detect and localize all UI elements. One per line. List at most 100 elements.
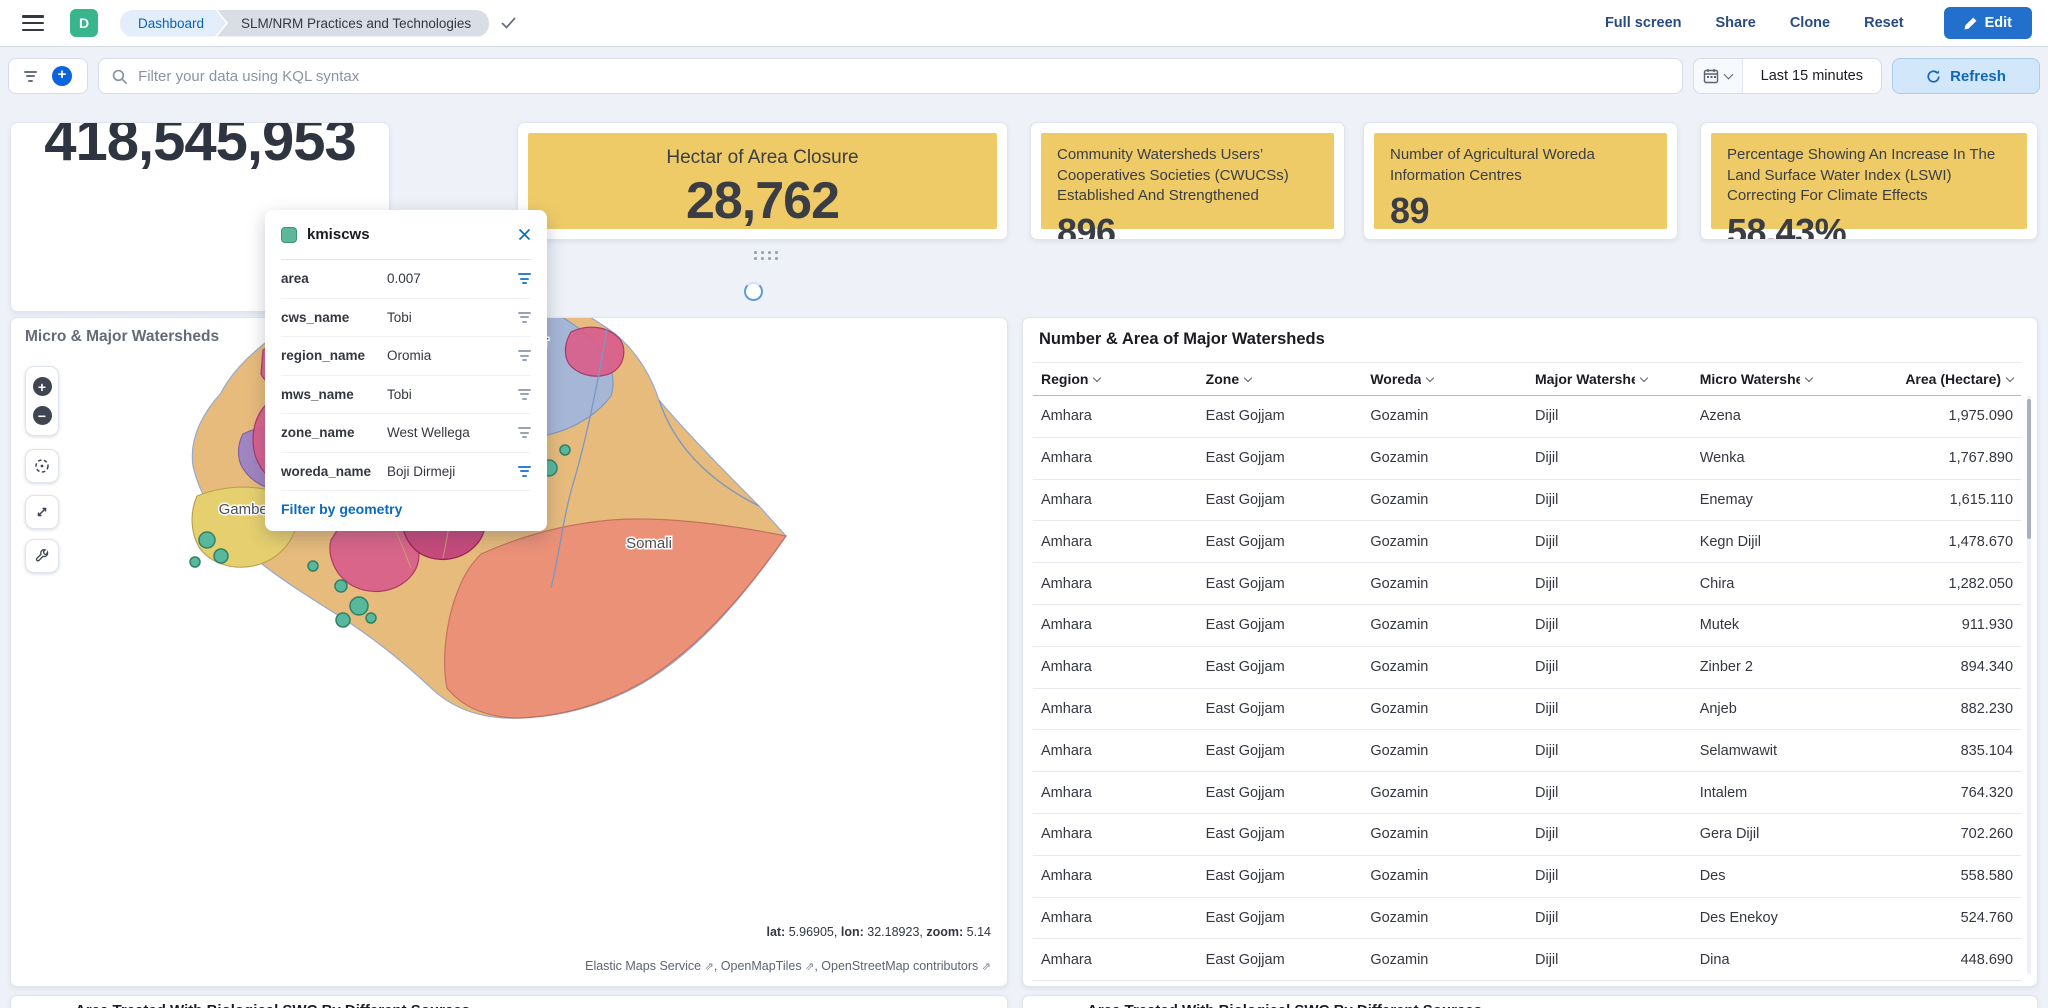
refresh-button[interactable]: Refresh <box>1892 58 2040 94</box>
cell-woreda: Gozamin <box>1370 659 1429 676</box>
chevron-down-icon <box>1243 373 1253 382</box>
bottom-panel-left: Area Treated With Biological SWC By Diff… <box>10 995 1008 1008</box>
scrollbar-thumb[interactable] <box>2027 399 2031 539</box>
cell-major-watershed: Dijil <box>1535 868 1559 885</box>
table-row: Amhara East Gojjam Gozamin Dijil Wenka 1,767.… <box>1033 438 2021 480</box>
cell-area-hectare-: 448.690 <box>1960 951 2014 968</box>
map-zoom-controls: + − <box>25 366 59 436</box>
table-row: Amhara East Gojjam Gozamin Dijil Kegn Dijil 1… <box>1033 521 2021 564</box>
table-scrollbar[interactable] <box>2027 396 2031 974</box>
cell-micro-watershed: Mutek <box>1699 617 1740 634</box>
cell-region: Amhara <box>1041 700 1092 717</box>
cell-area-hectare-: 894.340 <box>1960 659 2014 676</box>
edit-button[interactable]: Edit <box>1943 7 2032 39</box>
search-icon <box>111 68 128 85</box>
chevron-down-icon <box>2005 373 2015 382</box>
chevron-down-icon <box>1426 373 1435 382</box>
card-hectar-area-closure: Hectar of Area Closure 28,762 <box>517 122 1008 240</box>
column-header-micro-watershed[interactable]: Micro Watershed <box>1692 371 1857 387</box>
column-header-area-hectare-[interactable]: Area (Hectare) <box>1856 371 2021 387</box>
reset-button[interactable]: Reset <box>1864 15 1904 31</box>
card-title: Hectar of Area Closure <box>666 147 859 168</box>
attribution-link[interactable]: OpenStreetMap contributors <box>821 959 979 973</box>
filter-for-value-icon[interactable] <box>518 388 531 400</box>
cell-major-watershed: Dijil <box>1535 659 1559 676</box>
map-settings-button[interactable] <box>25 539 59 573</box>
filter-by-geometry-link[interactable]: Filter by geometry <box>281 501 403 517</box>
cell-zone: East Gojjam <box>1205 868 1285 885</box>
table-row: Amhara East Gojjam Gozamin Dijil Azena 1,975.… <box>1033 396 2021 438</box>
card-value: 28,762 <box>685 172 840 230</box>
calendar-dropdown-button[interactable] <box>1694 59 1743 93</box>
attribution-link[interactable]: Elastic Maps Service <box>585 959 702 973</box>
column-header-major-watershed[interactable]: Major Watershed <box>1527 371 1692 387</box>
cell-region: Amhara <box>1041 408 1092 425</box>
cell-micro-watershed: Kegn Dijil <box>1699 533 1761 550</box>
set-view-button[interactable] <box>25 449 59 483</box>
add-filter-button[interactable]: + <box>52 66 73 86</box>
kql-search-input[interactable] <box>138 67 1671 85</box>
cell-micro-watershed: Gera Dijil <box>1699 826 1760 843</box>
external-link-icon: ⇗ <box>704 961 714 973</box>
cell-major-watershed: Dijil <box>1535 450 1559 467</box>
cell-woreda: Gozamin <box>1370 700 1429 717</box>
cell-micro-watershed: Enemay <box>1699 491 1753 508</box>
table-row: Amhara East Gojjam Gozamin Dijil Anjeb 882.23… <box>1033 689 2021 731</box>
column-header-region[interactable]: Region <box>1033 371 1198 387</box>
menu-icon[interactable] <box>22 15 44 31</box>
attribution-link[interactable]: OpenMapTiles <box>720 959 802 973</box>
cell-area-hectare-: 1,478.670 <box>1948 533 2014 550</box>
share-button[interactable]: Share <box>1715 15 1756 31</box>
cell-zone: East Gojjam <box>1205 742 1285 759</box>
external-link-icon: ⇗ <box>805 961 815 973</box>
chevron-down-icon <box>1093 373 1102 382</box>
cell-micro-watershed: Zinber 2 <box>1699 659 1753 676</box>
time-range-value[interactable]: Last 15 minutes <box>1760 68 1863 84</box>
cell-zone: East Gojjam <box>1205 951 1285 968</box>
table-row: Amhara East Gojjam Gozamin Dijil Enemay 1,615… <box>1033 480 2021 522</box>
space-avatar[interactable]: D <box>70 9 98 37</box>
cell-region: Amhara <box>1041 742 1092 759</box>
cell-zone: East Gojjam <box>1205 533 1285 550</box>
cell-region: Amhara <box>1041 491 1092 508</box>
cell-area-hectare-: 524.760 <box>1960 909 2014 926</box>
table-row: Amhara East Gojjam Gozamin Dijil Des 558.580 <box>1033 856 2021 898</box>
cell-area-hectare-: 1,282.050 <box>1948 575 2014 592</box>
table-row: Amhara East Gojjam Gozamin Dijil Mutek 911.93… <box>1033 605 2021 647</box>
full-screen-button[interactable]: Full screen <box>1604 15 1682 31</box>
chevron-down-icon <box>1639 373 1649 382</box>
filter-for-value-icon[interactable] <box>518 427 531 439</box>
cell-region: Amhara <box>1041 784 1092 801</box>
cell-region: Amhara <box>1041 659 1092 676</box>
cell-micro-watershed: Selamwawit <box>1699 742 1778 759</box>
cell-micro-watershed: Dina <box>1699 951 1730 968</box>
bottom-panel-right: Area Treated With Biological SWC By Diff… <box>1022 995 2038 1008</box>
filter-for-value-icon[interactable] <box>518 273 531 285</box>
breadcrumb-dashboard[interactable]: Dashboard <box>120 10 226 37</box>
cell-woreda: Gozamin <box>1370 491 1429 508</box>
filter-for-value-icon[interactable] <box>518 350 531 362</box>
fit-to-bounds-button[interactable] <box>25 495 59 529</box>
cell-major-watershed: Dijil <box>1535 909 1559 926</box>
close-icon[interactable] <box>518 228 531 241</box>
column-header-woreda[interactable]: Woreda <box>1362 371 1527 387</box>
cell-major-watershed: Dijil <box>1535 742 1559 759</box>
calendar-icon <box>1703 68 1719 84</box>
cell-area-hectare-: 835.104 <box>1960 742 2014 759</box>
zoom-in-button[interactable]: + <box>32 377 52 396</box>
clone-button[interactable]: Clone <box>1789 15 1831 31</box>
column-header-zone[interactable]: Zone <box>1198 371 1363 387</box>
drag-handle-icon[interactable] <box>752 249 780 262</box>
filter-for-value-icon[interactable] <box>518 465 531 477</box>
cell-zone: East Gojjam <box>1205 450 1285 467</box>
cell-region: Amhara <box>1041 826 1092 843</box>
zoom-out-button[interactable]: − <box>32 406 52 425</box>
query-bar: + Last 15 minutes Refresh <box>0 47 2048 105</box>
cell-woreda: Gozamin <box>1370 408 1429 425</box>
filter-icon[interactable] <box>24 70 38 82</box>
filter-for-value-icon[interactable] <box>518 311 531 323</box>
cell-micro-watershed: Wenka <box>1699 450 1745 467</box>
cell-region: Amhara <box>1041 617 1092 634</box>
watershed-table-body: Amhara East Gojjam Gozamin Dijil Azena 1,975.… <box>1033 396 2021 982</box>
cell-major-watershed: Dijil <box>1535 408 1559 425</box>
